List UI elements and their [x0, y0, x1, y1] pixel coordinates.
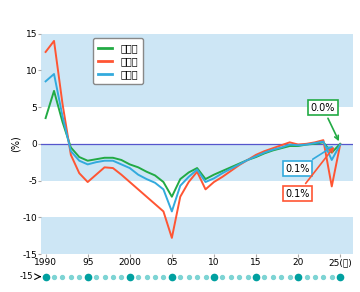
- Text: 富山県内の平均変動率: 富山県内の平均変動率: [140, 9, 220, 22]
- Text: -15: -15: [19, 272, 33, 281]
- Bar: [41, 217, 353, 254]
- Text: 0.1%: 0.1%: [285, 147, 332, 174]
- Bar: [41, 34, 353, 107]
- Text: 0.0%: 0.0%: [311, 103, 338, 140]
- Text: 0.1%: 0.1%: [285, 148, 333, 199]
- Bar: [41, 144, 353, 180]
- Y-axis label: (%): (%): [11, 135, 21, 152]
- Legend: 住宅地, 商業地, 全用途: 住宅地, 商業地, 全用途: [93, 39, 143, 84]
